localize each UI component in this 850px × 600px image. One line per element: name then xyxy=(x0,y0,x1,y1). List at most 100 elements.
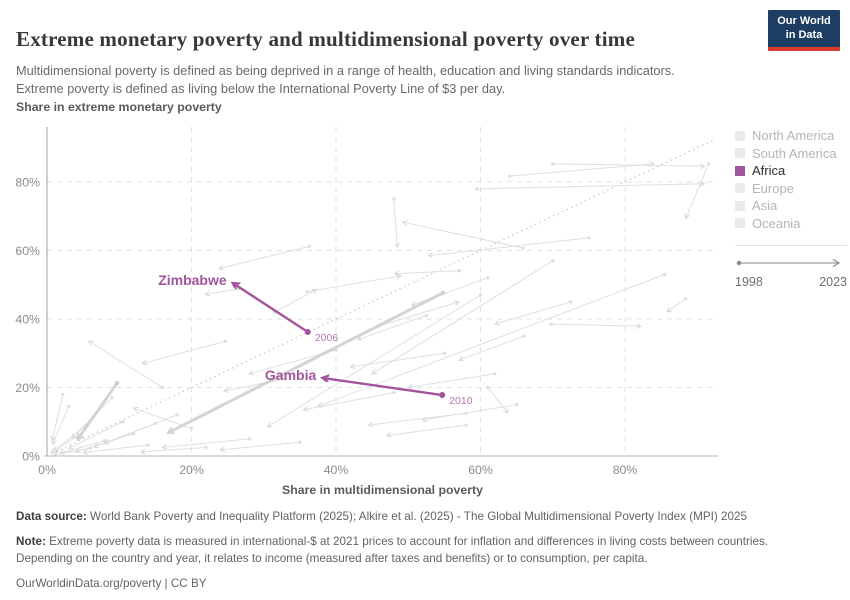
y-tick-label: 20% xyxy=(15,381,40,395)
country-trail-line[interactable] xyxy=(307,276,401,293)
data-source-text: World Bank Poverty and Inequality Platfo… xyxy=(86,510,748,523)
country-trail-line[interactable] xyxy=(51,436,77,452)
legend-item-africa[interactable]: Africa xyxy=(735,162,847,180)
identity-reference-line xyxy=(46,138,716,457)
country-label-gambia[interactable]: Gambia xyxy=(265,367,317,383)
legend-swatch-icon xyxy=(735,183,745,194)
owid-logo[interactable]: Our World in Data xyxy=(768,10,840,51)
x-tick-label: 20% xyxy=(179,463,204,477)
country-trail-line[interactable] xyxy=(372,260,554,374)
legend-item-south-america[interactable]: South America xyxy=(735,145,847,163)
legend-label: South America xyxy=(752,145,837,161)
legend-label: Oceania xyxy=(752,215,801,231)
year-label-gambia: 2010 xyxy=(449,395,473,407)
country-trail-start-dot xyxy=(442,351,446,355)
y-tick-label: 80% xyxy=(15,176,40,190)
country-trail-line[interactable] xyxy=(224,378,286,391)
data-source-label: Data source: xyxy=(16,510,87,523)
country-trail-line[interactable] xyxy=(219,245,310,268)
country-trail-start-dot xyxy=(457,269,462,273)
data-source-line: Data source: World Bank Poverty and Ineq… xyxy=(16,508,818,526)
country-trail-start-dot xyxy=(521,246,525,250)
country-trail-start-dot xyxy=(61,392,65,396)
country-trail-line[interactable] xyxy=(408,373,496,388)
note-text: Extreme poverty data is measured in inte… xyxy=(16,534,769,566)
country-trail-line[interactable] xyxy=(358,315,427,340)
page-title: Extreme monetary poverty and multidimens… xyxy=(16,27,635,52)
y-tick-label: 60% xyxy=(15,244,40,258)
legend-item-europe[interactable]: Europe xyxy=(735,180,847,198)
time-axis: 1998 2023 xyxy=(735,245,847,289)
highlight-start-dot-zimbabwe xyxy=(304,329,311,336)
country-trail-line[interactable] xyxy=(267,294,481,427)
country-trail-line[interactable] xyxy=(387,424,467,435)
note-line: Note: Extreme poverty data is measured i… xyxy=(16,533,796,568)
country-trail-line[interactable] xyxy=(423,404,517,420)
country-trail-line[interactable] xyxy=(303,392,394,410)
country-trail-line[interactable] xyxy=(551,324,641,326)
country-trail-line[interactable] xyxy=(141,446,206,451)
country-trail-line[interactable] xyxy=(428,237,589,256)
country-trail-line[interactable] xyxy=(52,394,64,440)
country-trail-line[interactable] xyxy=(318,274,665,406)
country-trail-line[interactable] xyxy=(89,341,163,388)
legend-label: Africa xyxy=(752,163,786,179)
highlight-trail-gambia[interactable] xyxy=(322,378,444,397)
country-label-zimbabwe[interactable]: Zimbabwe xyxy=(158,272,227,288)
country-trail-line[interactable] xyxy=(393,199,398,247)
country-trail-start-dot xyxy=(475,187,479,191)
country-trail-line[interactable] xyxy=(205,288,240,294)
legend-label: Europe xyxy=(752,180,794,196)
country-trail-line[interactable] xyxy=(274,290,317,313)
x-axis-title: Share in multidimensional poverty xyxy=(282,483,483,497)
note-label: Note: xyxy=(16,534,46,548)
x-tick-label: 40% xyxy=(324,463,349,477)
country-trail-line[interactable] xyxy=(476,184,705,190)
legend-swatch-icon xyxy=(735,165,745,176)
time-arrow-icon xyxy=(736,258,841,268)
scatter-plot[interactable]: Zimbabwe 2006 Gambia 2010 0% 20% 40% 60% 80% 0% 20… xyxy=(0,118,850,500)
country-trail-line[interactable] xyxy=(350,352,445,367)
country-trail-line[interactable] xyxy=(395,270,460,274)
highlight-start-dot-gambia xyxy=(439,392,446,399)
owid-logo-line2: in Data xyxy=(785,28,823,41)
country-trail-line[interactable] xyxy=(379,302,458,327)
country-trail-line[interactable] xyxy=(402,222,524,249)
country-trail-line[interactable] xyxy=(487,387,508,413)
country-trail-line[interactable] xyxy=(54,424,88,451)
legend-swatch-icon xyxy=(735,218,745,229)
country-trail-line[interactable] xyxy=(83,444,149,453)
legend-swatch-icon xyxy=(735,200,745,211)
y-tick-label: 40% xyxy=(15,313,40,327)
y-tick-label: 0% xyxy=(22,450,40,464)
country-trail-line[interactable] xyxy=(552,163,705,166)
x-tick-label: 0% xyxy=(38,463,56,477)
country-trail-line[interactable] xyxy=(69,421,124,449)
country-trail-line[interactable] xyxy=(667,298,686,312)
country-trail-line-bold[interactable] xyxy=(168,291,444,435)
legend-item-oceania[interactable]: Oceania xyxy=(735,215,847,233)
license-link[interactable]: OurWorldinData.org/poverty | CC BY xyxy=(16,576,207,590)
owid-logo-line1: Our World xyxy=(777,14,831,27)
legend-label: Asia xyxy=(752,198,778,214)
country-trail-line[interactable] xyxy=(412,277,488,305)
country-trail-line-bold[interactable] xyxy=(76,382,119,440)
country-trail-line[interactable] xyxy=(686,163,710,218)
country-trail-line[interactable] xyxy=(142,340,226,363)
country-trail-line[interactable] xyxy=(509,164,654,177)
legend-item-asia[interactable]: Asia xyxy=(735,197,847,215)
continent-legend: North America South America Africa Europe As… xyxy=(735,127,847,289)
legend-item-north-america[interactable]: North America xyxy=(735,127,847,145)
legend-swatch-icon xyxy=(735,130,745,141)
year-label-zimbabwe: 2006 xyxy=(315,332,339,344)
highlight-trail-zimbabwe[interactable] xyxy=(233,283,310,334)
country-trail-line[interactable] xyxy=(459,335,525,360)
country-trail-start-dot xyxy=(493,372,497,376)
x-tick-label: 80% xyxy=(613,463,638,477)
country-trail-line[interactable] xyxy=(495,301,571,324)
y-axis-title: Share in extreme monetary poverty xyxy=(16,100,222,114)
country-trail-line[interactable] xyxy=(163,438,250,448)
legend-items: North America South America Africa Europe As… xyxy=(735,127,847,232)
country-trail-line[interactable] xyxy=(220,441,300,450)
